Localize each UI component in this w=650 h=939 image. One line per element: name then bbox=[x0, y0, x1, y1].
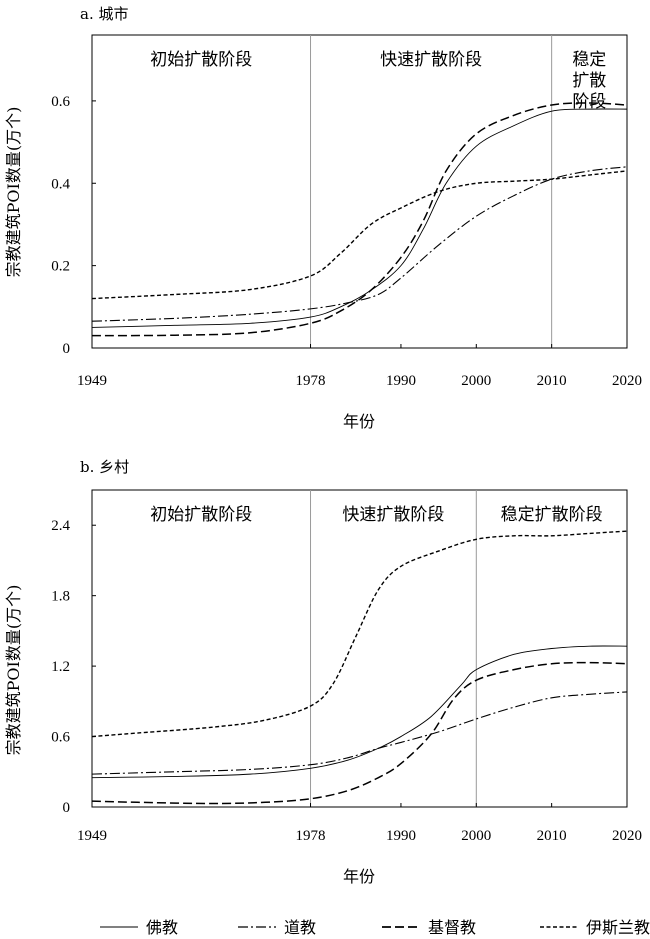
stage-label: 稳定扩散阶段 bbox=[501, 505, 603, 525]
stage-label: 稳定 bbox=[572, 50, 606, 70]
series-line bbox=[91, 691, 628, 775]
x-tick-label: 1978 bbox=[296, 373, 326, 389]
y-tick-labels: 0 0.2 0.4 0.6 bbox=[51, 94, 96, 357]
series-line bbox=[91, 102, 628, 337]
x-tick-labels: 1949 1978 1990 2000 2010 2020 bbox=[77, 803, 642, 844]
y-tick-labels: 0 0.6 1.2 1.8 2.4 bbox=[51, 518, 96, 816]
stage-label: 初始扩散阶段 bbox=[150, 50, 252, 70]
legend-label: 道教 bbox=[284, 918, 316, 937]
panel-urban: a. 城市 初始扩散阶段 快速扩散阶段 稳定扩散阶段 0 0.2 0.4 0.6 1949… bbox=[4, 5, 642, 431]
x-axis-label: 年份 bbox=[343, 867, 375, 886]
y-tick-label: 2.4 bbox=[51, 518, 70, 534]
stage-labels: 初始扩散阶段 快速扩散阶段 稳定扩散阶段 bbox=[150, 505, 602, 525]
y-tick-label: 0.6 bbox=[51, 94, 70, 110]
plot-frame bbox=[91, 489, 628, 808]
stage-label: 阶段 bbox=[572, 92, 606, 112]
x-tick-label: 1990 bbox=[386, 828, 416, 844]
series-line bbox=[91, 661, 628, 805]
x-tick-label: 1949 bbox=[77, 828, 107, 844]
x-tick-label: 2020 bbox=[612, 828, 642, 844]
stage-label: 快速扩散阶段 bbox=[342, 505, 444, 525]
y-tick-label: 1.8 bbox=[51, 589, 70, 605]
series-lines bbox=[91, 530, 628, 805]
panel-title: a. 城市 bbox=[80, 5, 128, 23]
legend-label: 佛教 bbox=[146, 918, 178, 937]
x-tick-label: 1949 bbox=[77, 373, 107, 389]
legend: 佛教 道教 基督教 伊斯兰教 bbox=[100, 918, 650, 937]
x-tick-labels: 1949 1978 1990 2000 2010 2020 bbox=[77, 344, 642, 389]
y-axis-label: 宗教建筑POI数量(万个) bbox=[4, 107, 23, 278]
x-tick-label: 1990 bbox=[386, 373, 416, 389]
stage-label: 扩散 bbox=[572, 71, 606, 91]
series-line bbox=[91, 170, 628, 300]
stage-label: 初始扩散阶段 bbox=[150, 505, 252, 525]
x-tick-label: 1978 bbox=[296, 828, 326, 844]
y-tick-label: 0.6 bbox=[51, 730, 70, 746]
panel-rural: b. 乡村 初始扩散阶段 快速扩散阶段 稳定扩散阶段 0 0.6 1.2 1.8 2.4 1… bbox=[4, 458, 642, 886]
x-tick-label: 2010 bbox=[537, 828, 567, 844]
y-tick-label: 0 bbox=[63, 341, 71, 357]
x-tick-label: 2020 bbox=[612, 373, 642, 389]
panel-title: b. 乡村 bbox=[80, 458, 129, 476]
series-line bbox=[91, 645, 628, 779]
legend-label: 伊斯兰教 bbox=[586, 918, 650, 937]
series-line bbox=[91, 166, 628, 322]
stage-dividers bbox=[310, 490, 477, 807]
series-lines bbox=[91, 102, 628, 337]
stage-label: 快速扩散阶段 bbox=[380, 50, 482, 70]
y-tick-label: 0.4 bbox=[51, 176, 70, 192]
series-line bbox=[91, 530, 628, 738]
y-tick-label: 0.2 bbox=[51, 259, 70, 275]
stage-labels: 初始扩散阶段 快速扩散阶段 稳定扩散阶段 bbox=[150, 50, 606, 112]
x-tick-label: 2010 bbox=[537, 373, 567, 389]
x-tick-label: 2000 bbox=[461, 373, 491, 389]
stage-dividers bbox=[310, 35, 553, 348]
x-tick-label: 2000 bbox=[461, 828, 491, 844]
y-tick-label: 0 bbox=[63, 800, 71, 816]
series-line bbox=[91, 108, 628, 328]
legend-label: 基督教 bbox=[428, 918, 476, 937]
y-tick-label: 1.2 bbox=[51, 659, 70, 675]
plot-frame bbox=[91, 34, 628, 349]
x-axis-label: 年份 bbox=[343, 412, 375, 431]
y-axis-label: 宗教建筑POI数量(万个) bbox=[4, 585, 23, 756]
